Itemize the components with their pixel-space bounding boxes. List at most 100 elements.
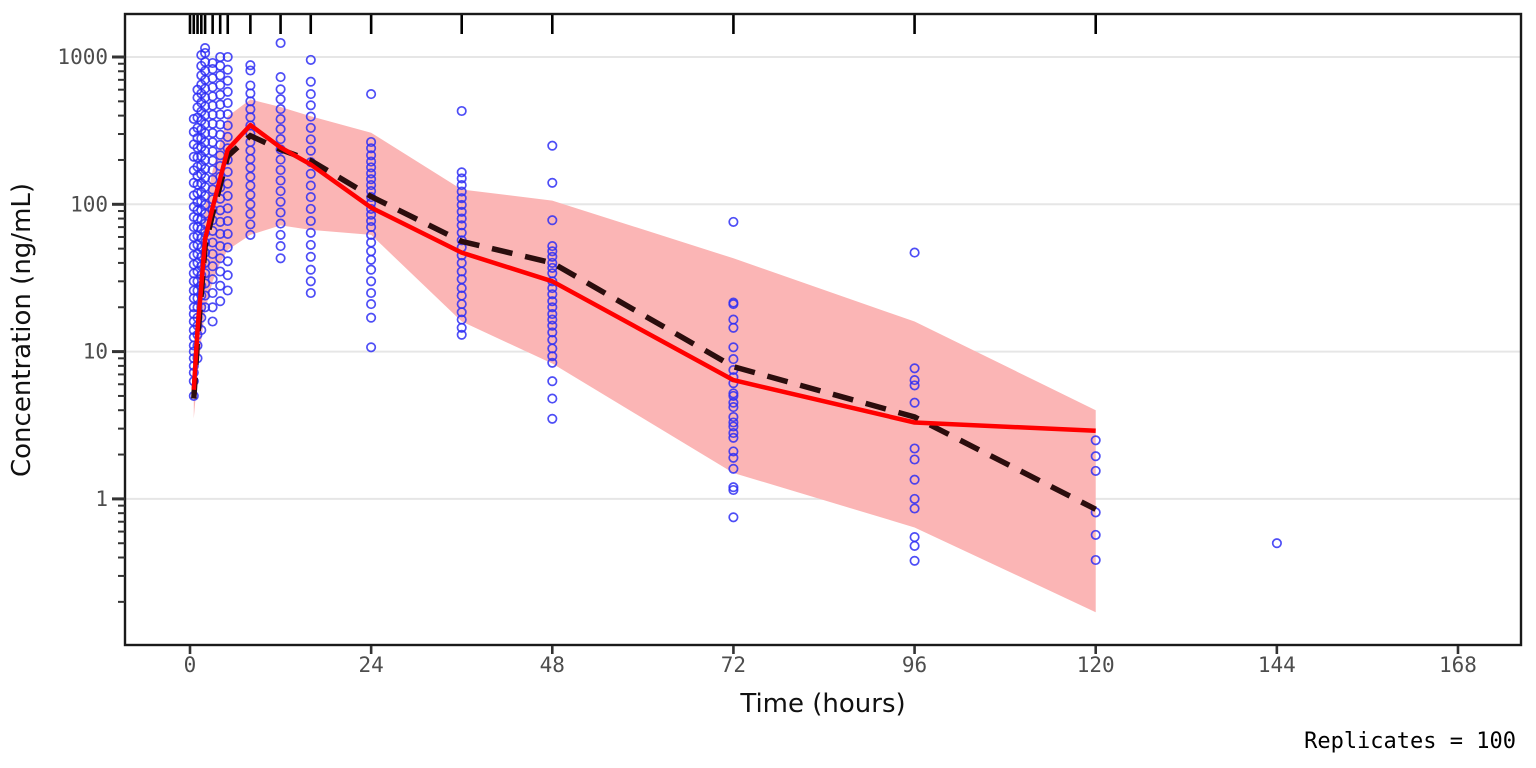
observation-point [456,257,467,268]
observation-point [1090,465,1101,476]
observation-point [305,54,316,65]
observation-point [547,268,558,279]
observation-point [222,120,233,131]
observation-point [456,193,467,204]
observation-point [728,297,739,308]
observation-point [275,104,286,115]
observation-point [728,354,739,365]
observation-point [366,254,377,265]
observation-point [207,274,218,285]
observation-point [366,287,377,299]
observation-point [207,302,218,313]
observation-point [207,316,218,327]
y-axis: 1 10 100 1000 [57,45,125,603]
observation-point [207,248,218,260]
observation-point [222,228,233,239]
observation-point [222,109,233,120]
observation-point [456,227,467,238]
observation-point [728,417,739,428]
observation-point [728,432,739,443]
observation-point [456,213,467,224]
observation-point [305,89,316,100]
observation-point [305,180,316,191]
observation-point [366,299,377,310]
observation-point [456,290,467,301]
observation-point [366,215,377,227]
observation-point [728,342,739,353]
x-tick-label: 168 [1439,653,1477,677]
observation-point [366,156,377,167]
observation-point [366,180,377,191]
observation-point [366,276,377,287]
observation-point [222,190,233,201]
observation-point [215,70,226,81]
observation-point [215,228,226,239]
observation-point [728,314,739,325]
observation-point [1090,451,1101,462]
observation-point [909,363,920,374]
y-tick-label: 1 [95,487,108,511]
observation-point [728,216,739,227]
observation-point [207,155,218,166]
observation-point [456,206,467,217]
observation-point [547,334,558,345]
observation-point [305,76,316,87]
observation-point [366,162,377,173]
observation-point [222,270,233,281]
y-tick-label: 100 [70,192,108,216]
observation-point [728,397,739,408]
observation-point [245,219,256,230]
x-tick-label: 120 [1077,653,1115,677]
observation-point [456,329,467,340]
x-tick-label: 48 [540,653,565,677]
observation-point [728,463,739,474]
observation-point [366,246,377,257]
observation-point [305,264,316,275]
observation-point [222,178,233,189]
observation-point [547,376,558,387]
observation-point [275,253,286,264]
observation-point [1090,529,1101,540]
observation-point [245,80,256,91]
observation-point [305,227,316,238]
observation-point [547,308,558,320]
x-tick-label: 96 [902,653,927,677]
observation-point [275,175,286,186]
observation-point [275,164,286,176]
observation-point [275,72,286,83]
observation-point [456,167,467,178]
x-tick-label: 0 [184,653,197,677]
observation-point [728,482,739,493]
observation-point [728,411,739,423]
y-tick-label: 1000 [57,45,108,69]
observation-point [192,132,203,144]
observation-point [728,421,739,432]
observation-point [547,246,558,257]
observation-point [305,100,316,111]
observation-point [207,287,218,299]
observation-point [245,199,256,210]
observation-point [366,312,377,323]
observation-point [305,122,316,133]
observation-point [215,51,226,63]
observation-point [728,388,739,399]
observation-point [909,380,920,391]
observation-point [1090,554,1101,566]
observation-point [366,150,377,161]
observed-median-line [191,132,1097,512]
observation-point [547,393,558,404]
observation-point [275,154,286,165]
observation-point [275,37,286,49]
observation-point [366,222,377,233]
observation-point [456,186,467,197]
observation-point [305,203,316,214]
observation-point [222,215,233,227]
observation-point [547,302,558,313]
observation-point [547,241,558,252]
observation-point [456,199,467,210]
observation-point [909,493,920,504]
observation-point [366,89,377,100]
observations-layer [188,37,1282,566]
observation-point [909,503,920,514]
observation-point [215,80,226,91]
